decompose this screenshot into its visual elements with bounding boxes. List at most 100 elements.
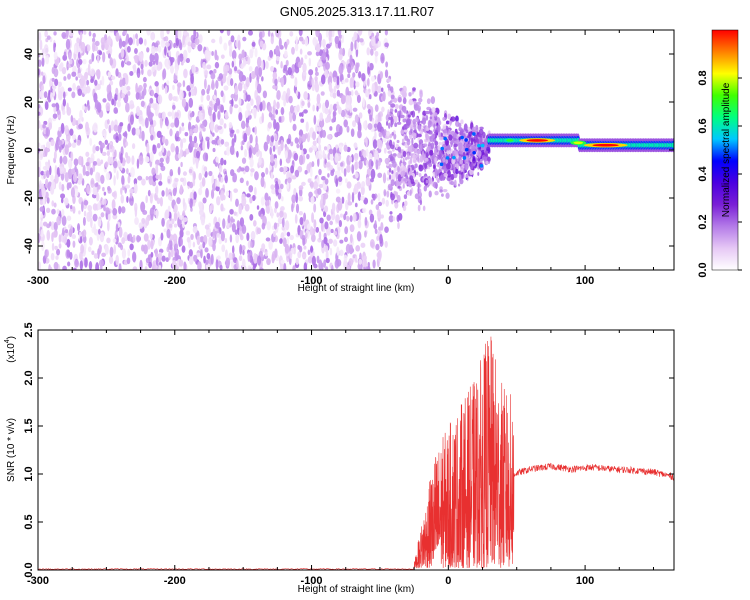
snr-x-axis-label: Height of straight line (km) <box>298 584 415 595</box>
spectrogram-blob <box>370 160 374 167</box>
spectrogram-blob <box>251 41 256 47</box>
spectrogram-blob <box>238 112 243 122</box>
spectrogram-blob <box>318 231 322 240</box>
spectrogram-blob <box>345 95 351 106</box>
x-tick-label: -300 <box>27 275 49 287</box>
spectrogram-blob <box>292 265 296 270</box>
spectrogram-blob <box>231 50 237 60</box>
spectrogram-blob <box>202 120 207 126</box>
spectrogram-blob <box>375 159 379 170</box>
spectrogram-blob <box>270 171 274 180</box>
spectrogram-blob <box>385 130 391 137</box>
spectrogram-blob <box>333 85 337 93</box>
spectrogram-blob <box>419 154 424 163</box>
spectrogram-blob <box>318 168 322 176</box>
spectrogram-blob <box>315 66 318 73</box>
spectrogram-blob <box>341 79 346 85</box>
spectrogram-blob <box>82 216 86 226</box>
spectrogram-blob <box>468 131 473 137</box>
spectrogram-blob <box>53 42 56 53</box>
spectrogram-blob <box>301 100 305 107</box>
spectrogram-blob <box>173 211 178 222</box>
spectrogram-blob <box>349 215 353 223</box>
spectrogram-blob <box>156 64 161 72</box>
figure-title: GN05.2025.313.17.11.R07 <box>280 4 434 19</box>
spectrogram-blob <box>63 91 66 99</box>
spectrogram-blob <box>88 59 93 65</box>
spectrogram-blob <box>118 38 123 49</box>
spectrogram-blob <box>84 71 89 81</box>
spectrogram-blob <box>471 126 477 133</box>
spectrogram-blob <box>279 238 283 244</box>
spectrogram-blob <box>398 213 403 221</box>
spectrogram-blob <box>273 99 277 109</box>
spectrogram-blob <box>138 37 144 45</box>
spectrogram-blob <box>241 258 246 270</box>
spectrogram-blob <box>406 156 411 160</box>
spectrogram-blob <box>225 64 230 72</box>
spectrogram-blob <box>193 128 198 134</box>
spectrogram-blob <box>325 249 329 261</box>
spectrogram-blob <box>299 142 303 151</box>
spectrogram-blob <box>390 94 395 100</box>
spectrogram-blob <box>384 42 389 48</box>
spectrogram-blob <box>326 134 332 140</box>
spectrogram-blob <box>439 189 443 193</box>
spectrogram-blob <box>132 266 138 270</box>
spectrogram-blob <box>38 68 41 76</box>
spectrogram-blob <box>216 195 221 206</box>
spectrogram-blob <box>111 191 117 198</box>
spectrogram-blob <box>378 132 383 138</box>
spectrogram-blob <box>66 215 72 221</box>
spectrogram-blob <box>229 145 235 156</box>
spectrogram-blob <box>270 135 275 143</box>
spectrogram-blob <box>113 124 119 132</box>
spectrogram-blob <box>46 229 51 241</box>
spectrogram-blob <box>340 109 346 118</box>
spectrogram-blob <box>391 173 396 181</box>
spectrogram-blob <box>195 150 201 159</box>
spectrogram-blob <box>449 120 452 126</box>
spectrogram-blob <box>480 143 485 148</box>
spectrogram-blob <box>72 82 76 91</box>
spectrogram-blob <box>338 176 343 183</box>
spectrogram-blob <box>69 251 73 260</box>
spectrogram-blob <box>371 120 375 131</box>
spectrogram-blob <box>191 64 196 74</box>
spectrogram-blob <box>280 206 285 212</box>
spectrogram-blob <box>408 92 412 97</box>
spectrogram-blob <box>214 61 220 69</box>
spectrogram-blob <box>80 41 86 52</box>
spectrogram-blob <box>111 75 116 81</box>
spectrogram-blob <box>92 213 98 222</box>
spectrogram-blob <box>172 96 177 101</box>
spectrogram-blob <box>377 112 381 124</box>
spectrogram-blob <box>206 94 211 101</box>
spectrogram-blob <box>297 61 302 69</box>
spectrogram-blob <box>142 76 147 83</box>
svg-text:(x104): (x104) <box>4 336 17 363</box>
spectrogram-blob <box>412 118 416 125</box>
spectrogram-blob <box>66 102 69 112</box>
spectrogram-blob <box>39 199 44 206</box>
spectrogram-blob <box>243 132 248 143</box>
spectrogram-blob <box>217 110 221 120</box>
spectrogram-blob <box>309 226 314 236</box>
spectrogram-blob <box>113 134 117 140</box>
spectrogram-blob <box>413 124 417 131</box>
spectrogram-blob <box>280 107 285 116</box>
spectrogram-blob <box>169 169 174 177</box>
spectrogram-blob <box>61 31 67 39</box>
x-tick-label: -200 <box>164 275 186 287</box>
y-tick-label: -20 <box>23 190 35 206</box>
spectrogram-blob <box>337 30 342 37</box>
spectrogram-blob <box>384 226 389 233</box>
spectrogram-blob <box>306 153 310 160</box>
spectrogram-blob <box>281 217 285 228</box>
spectrogram-peak <box>573 141 584 145</box>
spectrogram-blob <box>77 88 83 96</box>
spectrogram-blob <box>357 219 362 229</box>
spectrogram-blob <box>100 212 105 218</box>
spectrogram-blob <box>108 255 114 265</box>
